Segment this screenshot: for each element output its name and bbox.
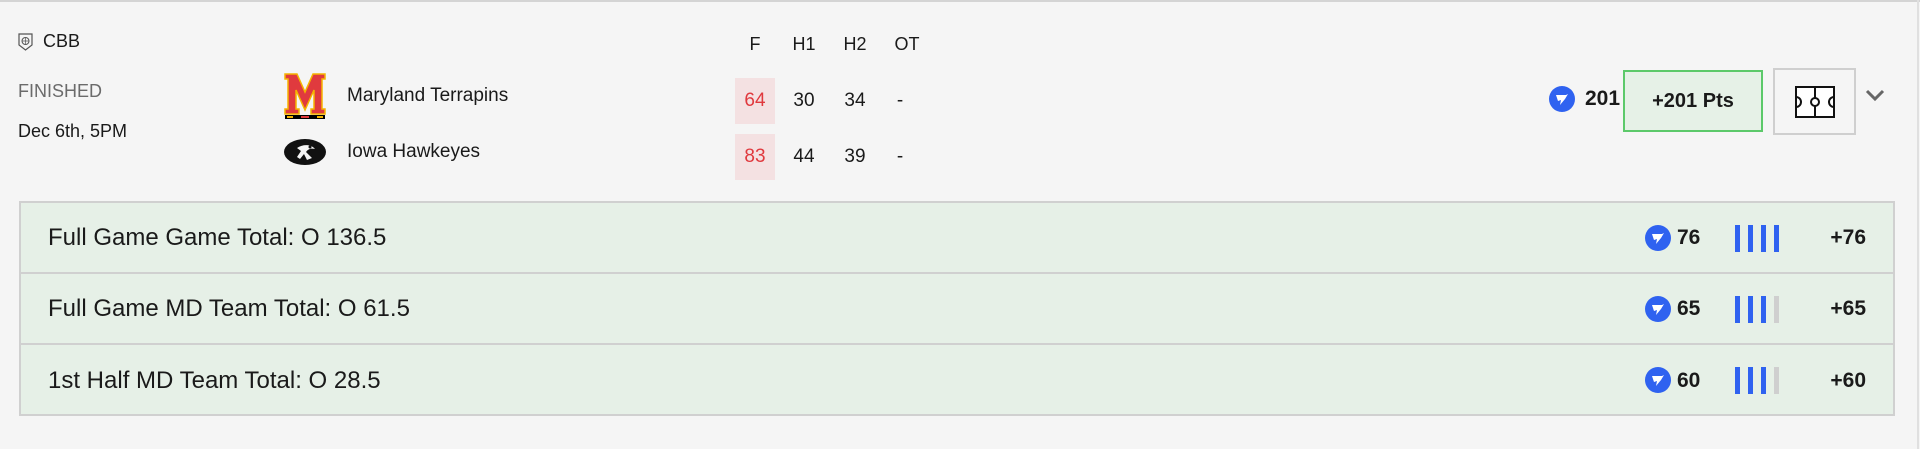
strength-bar-filled xyxy=(1774,225,1779,252)
strength-bar-filled xyxy=(1735,225,1740,252)
home-h1-score: 30 xyxy=(793,90,815,111)
total-points-value: 201 xyxy=(1585,87,1621,110)
points-button[interactable]: +201 Pts xyxy=(1623,70,1763,132)
game-status: FINISHED xyxy=(18,81,103,101)
maryland-m-logo xyxy=(284,73,326,119)
home-ot-score: - xyxy=(896,90,904,111)
strength-bar-filled xyxy=(1735,296,1740,323)
expand-chevron[interactable] xyxy=(1864,88,1886,107)
bet-label: 1st Half MD Team Total: O 28.5 xyxy=(48,366,381,394)
bird-points-icon xyxy=(1645,367,1671,393)
team-row-home: Maryland Terrapins xyxy=(283,72,508,120)
col-header-h2: H2 xyxy=(843,34,867,54)
basketball-shield-icon xyxy=(18,32,33,51)
bet-result: +76 xyxy=(1830,225,1866,249)
bird-points-icon xyxy=(1645,225,1671,251)
away-ot-score: - xyxy=(896,146,904,167)
away-h1-score: 44 xyxy=(793,146,815,167)
court-icon xyxy=(1794,85,1835,118)
team-row-away: Iowa Hawkeyes xyxy=(283,136,480,168)
bet-label: Full Game Game Total: O 136.5 xyxy=(48,223,387,251)
bird-points-icon xyxy=(1645,296,1671,322)
right-divider xyxy=(1917,0,1919,449)
col-header-final: F xyxy=(749,34,761,54)
col-header-ot: OT xyxy=(894,34,920,54)
strength-bar-filled xyxy=(1748,225,1753,252)
strength-bar-filled xyxy=(1748,367,1753,394)
strength-bar-filled xyxy=(1761,296,1766,323)
bets-list: Full Game Game Total: O 136.5 76 +76 Ful… xyxy=(19,201,1895,416)
league-name: CBB xyxy=(43,31,81,51)
bet-score: 65 xyxy=(1677,296,1701,320)
bet-result: +60 xyxy=(1830,368,1866,392)
strength-bars xyxy=(1735,367,1779,394)
away-final-score: 83 xyxy=(735,134,775,180)
team-name: Maryland Terrapins xyxy=(347,85,509,106)
iowa-hawkeye-logo xyxy=(284,139,326,165)
strength-bars xyxy=(1735,296,1779,323)
chevron-down-icon xyxy=(1865,89,1885,102)
strength-bar-filled xyxy=(1761,225,1766,252)
bet-row[interactable]: Full Game MD Team Total: O 61.5 65 +65 xyxy=(21,274,1893,345)
home-final-score: 64 xyxy=(735,78,775,124)
court-view-button[interactable] xyxy=(1773,68,1856,135)
bet-row[interactable]: 1st Half MD Team Total: O 28.5 60 +60 xyxy=(21,345,1893,416)
strength-bar-empty xyxy=(1774,296,1779,323)
away-h2-score: 39 xyxy=(844,146,866,167)
bet-score: 60 xyxy=(1677,368,1701,392)
strength-bar-empty xyxy=(1774,367,1779,394)
strength-bar-filled xyxy=(1761,367,1766,394)
col-header-h1: H1 xyxy=(792,34,816,54)
bird-points-icon xyxy=(1549,86,1575,112)
strength-bar-filled xyxy=(1735,367,1740,394)
strength-bar-filled xyxy=(1748,296,1753,323)
bet-row[interactable]: Full Game Game Total: O 136.5 76 +76 xyxy=(21,203,1893,274)
strength-bars xyxy=(1735,225,1779,252)
team-name: Iowa Hawkeyes xyxy=(347,141,481,162)
home-h2-score: 34 xyxy=(844,90,866,111)
bet-score: 76 xyxy=(1677,225,1701,249)
top-divider xyxy=(0,0,1920,2)
game-date: Dec 6th, 5PM xyxy=(18,121,128,141)
league-label: CBB xyxy=(18,31,80,52)
bet-label: Full Game MD Team Total: O 61.5 xyxy=(48,294,410,322)
bet-result: +65 xyxy=(1830,296,1866,320)
total-points: 201 xyxy=(1549,86,1620,112)
